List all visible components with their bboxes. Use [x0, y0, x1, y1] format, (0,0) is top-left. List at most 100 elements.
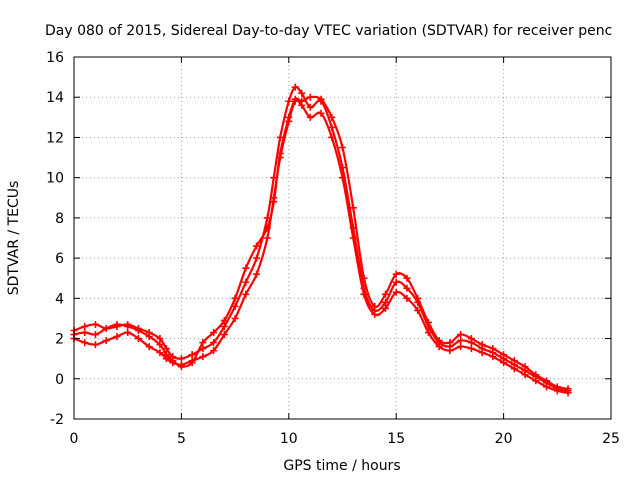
data-point — [199, 353, 207, 361]
data-point — [81, 329, 89, 337]
data-point — [424, 329, 432, 337]
data-point — [220, 331, 228, 339]
data-point — [291, 83, 299, 91]
data-point — [220, 316, 228, 324]
data-point — [328, 133, 336, 141]
data-point — [392, 278, 400, 286]
data-point — [242, 290, 250, 298]
x-tick-label: 5 — [177, 431, 186, 447]
x-tick-label: 15 — [387, 431, 405, 447]
data-point — [81, 339, 89, 347]
y-tick-label: 16 — [46, 50, 64, 66]
data-point — [156, 341, 164, 349]
data-point — [210, 329, 218, 337]
series-markers-1 — [70, 83, 572, 395]
data-point — [253, 270, 261, 278]
data-point — [134, 335, 142, 343]
data-point — [500, 351, 508, 359]
data-point — [91, 331, 99, 339]
data-point — [521, 363, 529, 371]
data-point — [285, 113, 293, 121]
x-tick-label: 0 — [70, 431, 79, 447]
data-point — [124, 329, 132, 337]
data-point — [500, 359, 508, 367]
data-point — [124, 322, 132, 330]
data-point — [81, 322, 89, 330]
data-point — [113, 320, 121, 328]
data-point — [231, 294, 239, 302]
x-tick-label: 10 — [280, 431, 298, 447]
data-point — [317, 95, 325, 103]
data-point — [145, 343, 153, 351]
y-tick-label: 10 — [46, 171, 64, 187]
data-point — [306, 103, 314, 111]
data-point — [564, 385, 572, 393]
x-tick-label: 20 — [495, 431, 513, 447]
data-point — [403, 284, 411, 292]
data-point — [435, 337, 443, 345]
data-point — [188, 359, 196, 367]
data-point — [371, 310, 379, 318]
data-point — [162, 351, 170, 359]
data-point — [381, 304, 389, 312]
data-point — [521, 371, 529, 379]
data-point — [270, 198, 278, 206]
data-point — [489, 345, 497, 353]
y-tick-label: 0 — [55, 372, 64, 388]
data-point — [156, 349, 164, 357]
data-point — [381, 290, 389, 298]
data-point — [457, 331, 465, 339]
y-tick-label: 4 — [55, 291, 64, 307]
data-point — [91, 320, 99, 328]
data-point — [532, 377, 540, 385]
data-point — [478, 341, 486, 349]
data-point — [253, 254, 261, 262]
data-point — [435, 343, 443, 351]
series-markers-3 — [70, 93, 572, 393]
data-point — [210, 339, 218, 347]
data-point — [339, 144, 346, 151]
data-point — [263, 224, 271, 232]
data-point — [199, 339, 207, 347]
data-point — [446, 339, 454, 347]
data-point — [242, 264, 250, 272]
y-tick-label: 14 — [46, 90, 64, 106]
data-point — [156, 335, 164, 343]
data-point — [403, 294, 411, 302]
data-point — [306, 113, 314, 121]
data-point — [169, 357, 177, 365]
data-point — [231, 314, 239, 322]
data-point — [543, 377, 551, 385]
data-point — [349, 234, 357, 242]
data-point — [392, 288, 400, 296]
data-point — [317, 109, 325, 117]
data-point — [328, 123, 336, 131]
data-point — [457, 337, 465, 345]
data-point — [457, 343, 465, 351]
ticks: 0 5 10 15 20 25 -2 0 2 4 6 8 10 12 14 16 — [46, 50, 620, 447]
data-point — [553, 383, 561, 391]
y-axis-label: SDTVAR / TECUs — [6, 181, 22, 296]
data-point — [306, 93, 314, 101]
data-point — [543, 383, 551, 391]
data-point — [162, 345, 170, 353]
data-point — [403, 274, 411, 282]
chart-title: Day 080 of 2015, Sidereal Day-to-day VTE… — [45, 23, 612, 39]
data-point — [188, 351, 196, 359]
data-point — [349, 204, 357, 212]
data-point — [298, 89, 306, 97]
data-point — [328, 113, 336, 121]
data-point — [145, 333, 153, 341]
data-point — [414, 294, 422, 302]
data-point — [242, 278, 250, 286]
y-tick-label: 6 — [55, 251, 64, 267]
data-point — [371, 302, 379, 310]
data-point — [392, 270, 400, 278]
data-point — [276, 150, 284, 158]
y-tick-label: 2 — [55, 332, 64, 348]
y-tick-label: -2 — [50, 412, 64, 428]
data-point — [220, 322, 228, 330]
data-point — [414, 306, 422, 314]
grid — [74, 57, 611, 419]
